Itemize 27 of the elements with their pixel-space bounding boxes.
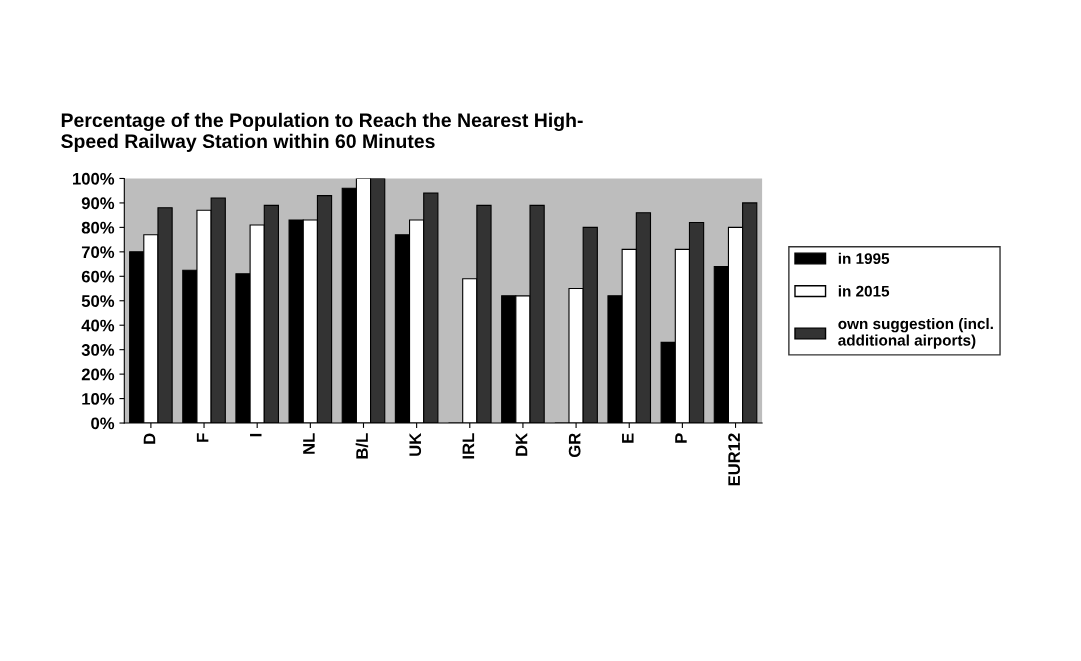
y-tick-label: 20% [81,368,115,381]
y-tick-label: 30% [81,344,115,356]
chart-title: Percentage of the Population to Reach the Nearest High- Speed Railway Station within 60 Minutes [61,112,583,152]
y-tick-label: 80% [81,221,115,234]
x-tick-label: I [250,433,262,437]
x-tick-label: NL [303,433,315,454]
y-tick-label: 0% [91,417,115,430]
x-tick-label: GR [568,433,581,458]
y-tick-label: 50% [81,295,115,307]
x-tick-label: F [196,433,209,442]
x-tick-label: D [143,433,156,444]
legend-label: own suggestion (incl. additional airports) [838,317,993,349]
legend-label: in 2015 [838,285,890,297]
x-tick-label: P [675,433,687,443]
x-tick-label: DK [515,432,528,456]
legend-label: in 1995 [838,252,890,265]
y-tick-label: 100% [73,172,115,185]
x-tick-label: IRL [462,433,475,459]
y-tick-label: 70% [81,246,115,259]
x-tick-label: EUR12 [728,433,740,486]
x-tick-label: UK [409,432,422,456]
x-tick-label: E [622,433,634,443]
y-tick-label: 90% [81,197,115,210]
x-tick-label: B/L [355,433,369,459]
y-tick-label: 40% [81,319,115,332]
y-tick-label: 60% [81,270,115,283]
y-tick-label: 10% [82,392,115,405]
